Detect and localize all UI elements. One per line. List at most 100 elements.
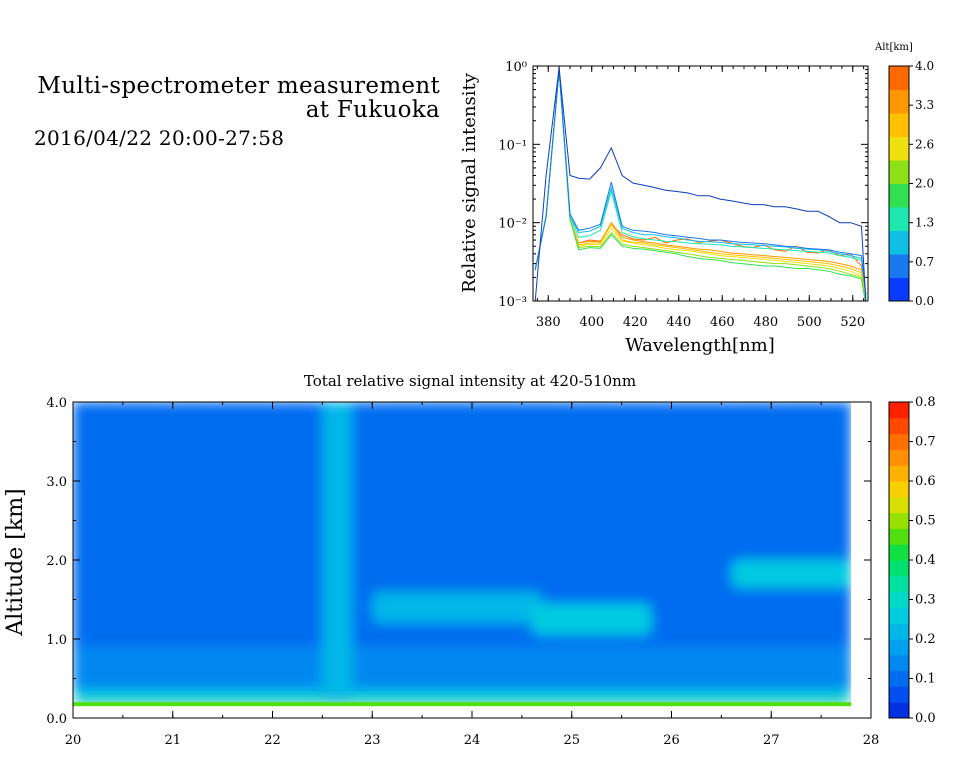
colorbar-swatch (889, 670, 909, 687)
spectrum-series-line (534, 69, 867, 298)
spectrum-y-ticks: 10⁻³ 10⁻² 10⁻¹ 10⁰ (498, 60, 868, 310)
alt-legend-swatch (889, 230, 909, 255)
heatmap-colorbar: 0.0 0.1 0.2 0.3 0.4 0.5 0.6 0.7 0.8 (888, 395, 936, 726)
colorbar-swatch (889, 591, 909, 608)
colorbar-swatch (889, 433, 909, 450)
colorbar-swatch (889, 702, 909, 719)
spectrum-x-label: Wavelength[nm] (625, 335, 775, 356)
colorbar-swatch (889, 623, 909, 640)
heatmap-lower-band (73, 646, 852, 691)
spectrum-y-tick-label: 10⁰ (505, 60, 527, 75)
title-line-2: at Fukuoka (305, 97, 440, 123)
heatmap-y-tick-label: 3.0 (46, 475, 67, 490)
heatmap-x-tick-label: 25 (563, 733, 580, 748)
spectrum-y-label: Relative signal intensity (459, 72, 480, 293)
altitude-legend: 0.0 0.7 1.3 2.0 2.6 3.3 4.0 (888, 59, 934, 308)
alt-legend-label: 0.0 (915, 294, 934, 308)
spectrum-series-line (534, 69, 867, 295)
alt-legend-label: 2.6 (915, 137, 934, 151)
heatmap-feature (372, 591, 542, 624)
alt-legend-label: 4.0 (915, 59, 934, 73)
colorbar-swatch (889, 607, 909, 624)
spectrum-frame (532, 65, 869, 302)
alt-legend-label: 2.0 (915, 177, 934, 191)
colorbar-label: 0.0 (915, 711, 936, 726)
heatmap-x-tick-label: 20 (65, 733, 82, 748)
heatmap-x-tick-label: 23 (364, 733, 381, 748)
spectrum-series-line (534, 69, 867, 298)
heatmap-area (73, 402, 871, 718)
colorbar-label: 0.4 (915, 553, 936, 568)
heatmap-upper-band (73, 402, 852, 458)
heatmap-x-tick-label: 26 (663, 733, 680, 748)
colorbar-swatch (889, 512, 909, 529)
heatmap-x-tick-label: 22 (264, 733, 281, 748)
colorbar-swatch (889, 686, 909, 703)
spectrum-series-line (534, 69, 867, 295)
colorbar-swatch (889, 402, 909, 419)
spectrum-lines (534, 67, 867, 301)
alt-legend-swatch (889, 254, 909, 278)
alt-legend-label: 1.3 (915, 216, 934, 230)
spectrum-series-line (534, 69, 867, 301)
spectrum-series-line (534, 69, 867, 295)
alt-legend-swatch (889, 136, 909, 161)
spectrum-series-line (534, 69, 866, 301)
alt-legend-swatch (889, 160, 909, 184)
date-range: 2016/04/22 20:00-27:58 (34, 126, 285, 150)
alt-legend-title: Alt[km] (874, 42, 913, 53)
heatmap-y-tick-label: 2.0 (46, 554, 67, 569)
alt-legend-label: 0.7 (915, 255, 934, 269)
colorbar-label: 0.6 (915, 474, 936, 489)
colorbar-label: 0.5 (915, 514, 936, 529)
colorbar-label: 0.1 (915, 672, 936, 687)
heatmap-x-tick-label: 27 (763, 733, 780, 748)
heatmap-x-tick-label: 28 (863, 733, 880, 748)
colorbar-swatch (889, 496, 909, 514)
heatmap-y-tick-label: 4.0 (46, 396, 67, 411)
spectrum-y-tick-label: 10⁻² (498, 217, 527, 232)
title-line-1: Multi-spectrometer measurement (37, 73, 440, 99)
colorbar-swatch (889, 481, 909, 498)
spectrum-series-line (534, 69, 867, 301)
alt-legend-swatch (889, 89, 909, 114)
heatmap-feature (531, 603, 652, 636)
colorbar-swatch (889, 449, 909, 466)
colorbar-label: 0.3 (915, 593, 936, 608)
colorbar-swatch (889, 417, 909, 435)
spectrum-x-tick-label: 480 (753, 315, 778, 330)
colorbar-label: 0.8 (915, 395, 936, 410)
colorbar-swatch (889, 465, 909, 482)
spectrum-x-tick-label: 460 (710, 315, 735, 330)
spectrum-x-tick-label: 440 (666, 315, 691, 330)
heatmap-y-label: Altitude [km] (3, 488, 28, 636)
heatmap-y-ticks: 0.0 1.0 2.0 3.0 4.0 (46, 396, 871, 727)
spectrum-x-tick-label: 420 (623, 315, 648, 330)
colorbar-swatch (889, 528, 909, 545)
heatmap-x-ticks: 20 21 22 23 24 25 26 27 28 (65, 402, 880, 748)
colorbar-swatch (889, 575, 909, 593)
alt-legend-swatch (889, 207, 909, 231)
spectrum-x-tick-label: 520 (840, 315, 865, 330)
colorbar-swatch (889, 639, 909, 656)
spectrum-x-ticks: 380 400 420 440 460 480 500 520 (536, 66, 865, 330)
heatmap-title: Total relative signal intensity at 420-5… (304, 372, 636, 390)
heatmap-x-tick-label: 24 (464, 733, 481, 748)
alt-legend-swatch (889, 277, 909, 302)
spectrum-x-tick-label: 400 (579, 315, 604, 330)
heatmap-feature (731, 560, 852, 588)
heatmap-surface-line (73, 702, 852, 707)
colorbar-swatch (889, 560, 909, 577)
colorbar-swatch (889, 544, 909, 561)
alt-legend-swatch (889, 66, 909, 90)
colorbar-swatch (889, 654, 909, 672)
alt-legend-swatch (889, 183, 909, 208)
spectrum-x-tick-label: 380 (536, 315, 561, 330)
heatmap-y-tick-label: 0.0 (46, 712, 67, 727)
colorbar-label: 0.2 (915, 632, 936, 647)
spectrum-x-tick-label: 500 (797, 315, 822, 330)
heatmap-x-tick-label: 21 (164, 733, 181, 748)
heatmap-feature (73, 690, 852, 703)
spectrum-series-line (534, 69, 866, 301)
